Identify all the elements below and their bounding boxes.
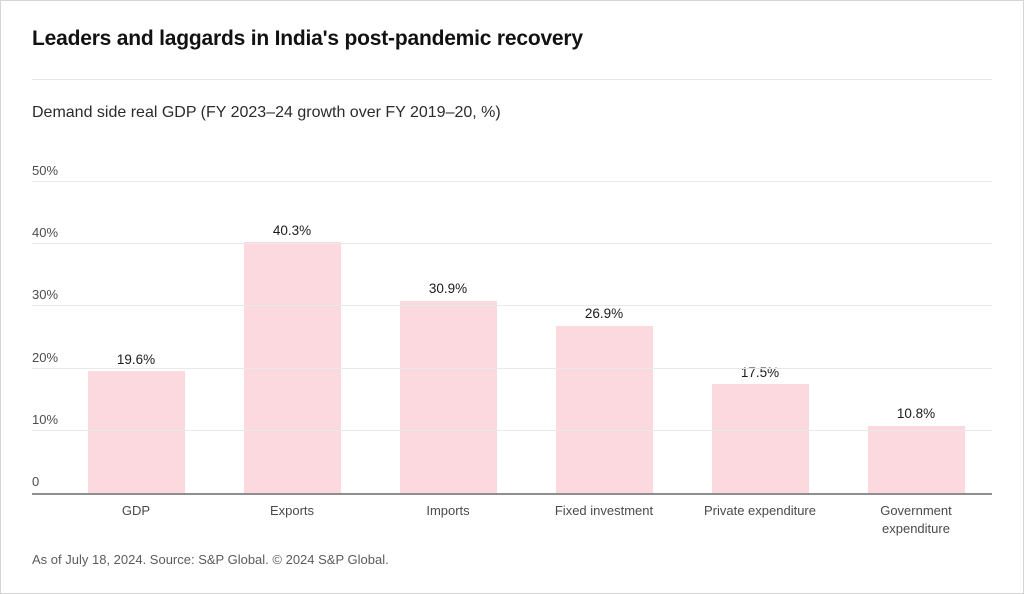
- bar-column: 19.6%: [58, 182, 214, 493]
- gridline: [32, 429, 992, 431]
- value-label: 19.6%: [116, 351, 156, 367]
- gridline: [32, 367, 992, 369]
- bar-column: 10.8%: [838, 182, 994, 493]
- gridline: [32, 305, 992, 307]
- bar-gdp: 19.6%: [87, 353, 185, 493]
- y-tick-label: 20%: [32, 349, 59, 365]
- chart-subtitle: Demand side real GDP (FY 2023–24 growth …: [32, 104, 501, 121]
- y-tick-label: 10%: [32, 411, 59, 427]
- value-label: 26.9%: [584, 306, 624, 322]
- x-tick-label: Private expenditure: [703, 503, 816, 518]
- value-label: 30.9%: [428, 281, 468, 297]
- y-tick-label: 30%: [32, 287, 59, 303]
- bar-column: 40.3%: [214, 182, 370, 493]
- gridline: [32, 243, 992, 245]
- bar-private-expenditure: 17.5%: [711, 366, 809, 493]
- x-tick-label: Imports: [426, 503, 470, 518]
- value-label: 40.3%: [272, 222, 312, 238]
- bar-fixed-investment: 26.9%: [555, 307, 653, 493]
- bar-column: 17.5%: [682, 182, 838, 493]
- y-tick-label: 0: [32, 474, 40, 489]
- bar-column: 26.9%: [526, 182, 682, 493]
- title-divider: [32, 79, 992, 80]
- y-tick-label: 50%: [32, 163, 59, 178]
- source-footnote: As of July 18, 2024. Source: S&P Global.…: [32, 552, 389, 567]
- x-tick-label: Government expenditure: [880, 503, 952, 536]
- value-label: 10.8%: [896, 406, 936, 422]
- plot-area: 19.6% 40.3% 30.9% 26.9% 17.5% 10.8% 0 10% 20% 30…: [32, 164, 994, 495]
- bar-column: 30.9%: [370, 182, 526, 493]
- value-label: 17.5%: [740, 364, 780, 380]
- bars-row: 19.6% 40.3% 30.9% 26.9% 17.5% 10.8%: [58, 182, 994, 493]
- x-tick-label: Fixed investment: [554, 503, 654, 518]
- bar-imports: 30.9%: [399, 282, 497, 493]
- y-tick-label: 40%: [32, 225, 59, 241]
- chart-title: Leaders and laggards in India's post-pan…: [32, 27, 583, 50]
- gridline: [32, 181, 992, 182]
- x-axis-labels: GDP Exports Imports Fixed investment Private…: [58, 502, 994, 537]
- bar-government-expenditure: 10.8%: [867, 407, 965, 493]
- x-tick-label: Exports: [269, 503, 315, 518]
- x-tick-label: GDP: [121, 503, 151, 518]
